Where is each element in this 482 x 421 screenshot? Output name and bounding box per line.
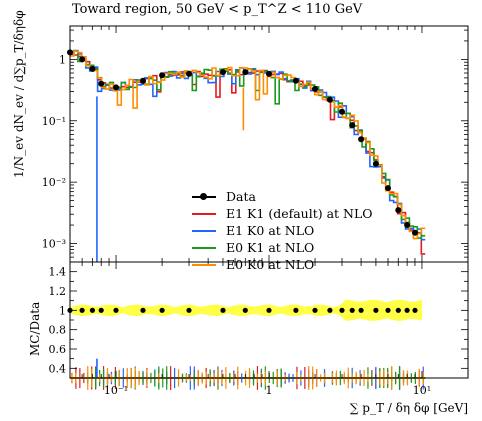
- legend-item-data: Data: [192, 188, 373, 205]
- data-point-20: [404, 222, 411, 228]
- chart-title: Toward region, 50 GeV < p_T^Z < 110 GeV: [72, 2, 362, 17]
- data-point-6: [159, 72, 166, 79]
- ratio-data-point-5: [140, 307, 146, 313]
- y-tick-label-0: 10⁻³: [42, 238, 66, 251]
- data-point-5: [140, 77, 146, 84]
- ratio-data-point-18: [385, 307, 391, 313]
- y-axis-label-text: 1/N_ev dN_ev / d∑p_T/δηδφ: [12, 10, 26, 178]
- x-tick-label-0: 10⁻¹: [104, 384, 128, 397]
- legend-item-e1k0: E1 K0 at NLO: [192, 222, 373, 239]
- ratio-data-point-20: [404, 307, 410, 313]
- data-point-7: [186, 70, 192, 77]
- data-point-21: [412, 229, 418, 236]
- data-point-16: [358, 136, 365, 143]
- legend-label-e1k0: E1 K0 at NLO: [226, 223, 315, 238]
- legend-item-e0k1: E0 K1 at NLO: [192, 239, 373, 256]
- legend-label-e1k1: E1 K1 (default) at NLO: [226, 206, 373, 221]
- ratio-tick-label-5: 1.4: [49, 266, 67, 279]
- data-point-15: [349, 122, 356, 129]
- ratio-data-point-1: [79, 307, 85, 313]
- ratio-data-point-7: [186, 307, 192, 313]
- ratio-data-point-4: [113, 307, 119, 313]
- ratio-tick-label-4: 1.2: [49, 285, 67, 298]
- ratio-tick-label-3: 1: [59, 304, 66, 317]
- data-point-3: [98, 80, 105, 87]
- x-tick-label-2: 10¹: [413, 384, 431, 397]
- x-tick-label-1: 1: [266, 384, 273, 397]
- legend-label-e0k1: E0 K1 at NLO: [226, 240, 315, 255]
- ratio-data-point-16: [358, 307, 364, 313]
- ratio-data-point-19: [395, 307, 401, 313]
- ratio-data-point-2: [89, 307, 95, 313]
- ratio-tick-label-0: 0.4: [49, 362, 67, 375]
- ratio-data-point-21: [412, 307, 418, 313]
- data-point-10: [266, 70, 272, 77]
- data-point-2: [89, 65, 96, 72]
- legend-label-data: Data: [226, 189, 256, 204]
- data-point-9: [242, 69, 249, 76]
- legend-swatch-e0k0: [192, 263, 216, 266]
- chart-title-text: Toward region, 50 GeV < p_T^Z < 110 GeV: [72, 2, 363, 17]
- data-point-1: [79, 56, 86, 63]
- ratio-data-point-15: [349, 307, 355, 313]
- legend-swatch-data: [192, 192, 216, 200]
- ratio-data-point-12: [312, 307, 318, 313]
- x-axis-label-text: ∑ p_T / δη δφ [GeV]: [349, 401, 468, 415]
- legend-item-e1k1: E1 K1 (default) at NLO: [192, 205, 373, 222]
- mc-series-3: [70, 50, 426, 240]
- ratio-data-point-13: [327, 307, 333, 313]
- data-point-4: [113, 84, 119, 91]
- y-tick-label-1: 10⁻²: [42, 176, 66, 189]
- x-axis-label: ∑ p_T / δη δφ [GeV]: [350, 401, 468, 415]
- data-point-13: [326, 96, 333, 103]
- ratio-data-point-11: [293, 307, 299, 313]
- legend: Data E1 K1 (default) at NLO E1 K0 at NLO…: [192, 188, 373, 273]
- data-point-18: [385, 185, 391, 192]
- data-point-8: [220, 69, 226, 76]
- ratio-data-point-8: [220, 307, 226, 313]
- ratio-data-point-3: [98, 307, 104, 313]
- legend-swatch-e0k1: [192, 246, 216, 249]
- legend-swatch-e1k1: [192, 212, 216, 215]
- data-point-17: [372, 160, 379, 167]
- ratio-data-point-10: [266, 307, 272, 313]
- ratio-tick-label-2: 0.8: [49, 324, 67, 337]
- data-point-11: [292, 77, 299, 84]
- ratio-tick-label-1: 0.6: [49, 343, 67, 356]
- data-point-19: [395, 207, 402, 214]
- ratio-data-point-6: [159, 307, 165, 313]
- y-tick-label-2: 10⁻¹: [42, 115, 66, 128]
- ratio-data-point-17: [373, 307, 379, 313]
- legend-label-e0k0: E0 K0 at NLO: [226, 257, 315, 272]
- y-axis-label: 1/N_ev dN_ev / d∑p_T/δηδφ: [12, 10, 26, 178]
- ratio-y-axis-label: MC/Data: [28, 302, 42, 356]
- legend-item-e0k0: E0 K0 at NLO: [192, 256, 373, 273]
- data-point-14: [339, 108, 345, 115]
- data-point-12: [312, 85, 318, 92]
- legend-swatch-e1k0: [192, 229, 216, 232]
- ratio-data-point-14: [339, 307, 345, 313]
- y-tick-label-3: 1: [59, 53, 66, 66]
- ratio-data-point-9: [242, 307, 248, 313]
- ratio-plot-frame: [69, 261, 469, 379]
- ratio-y-axis-label-text: MC/Data: [28, 301, 42, 356]
